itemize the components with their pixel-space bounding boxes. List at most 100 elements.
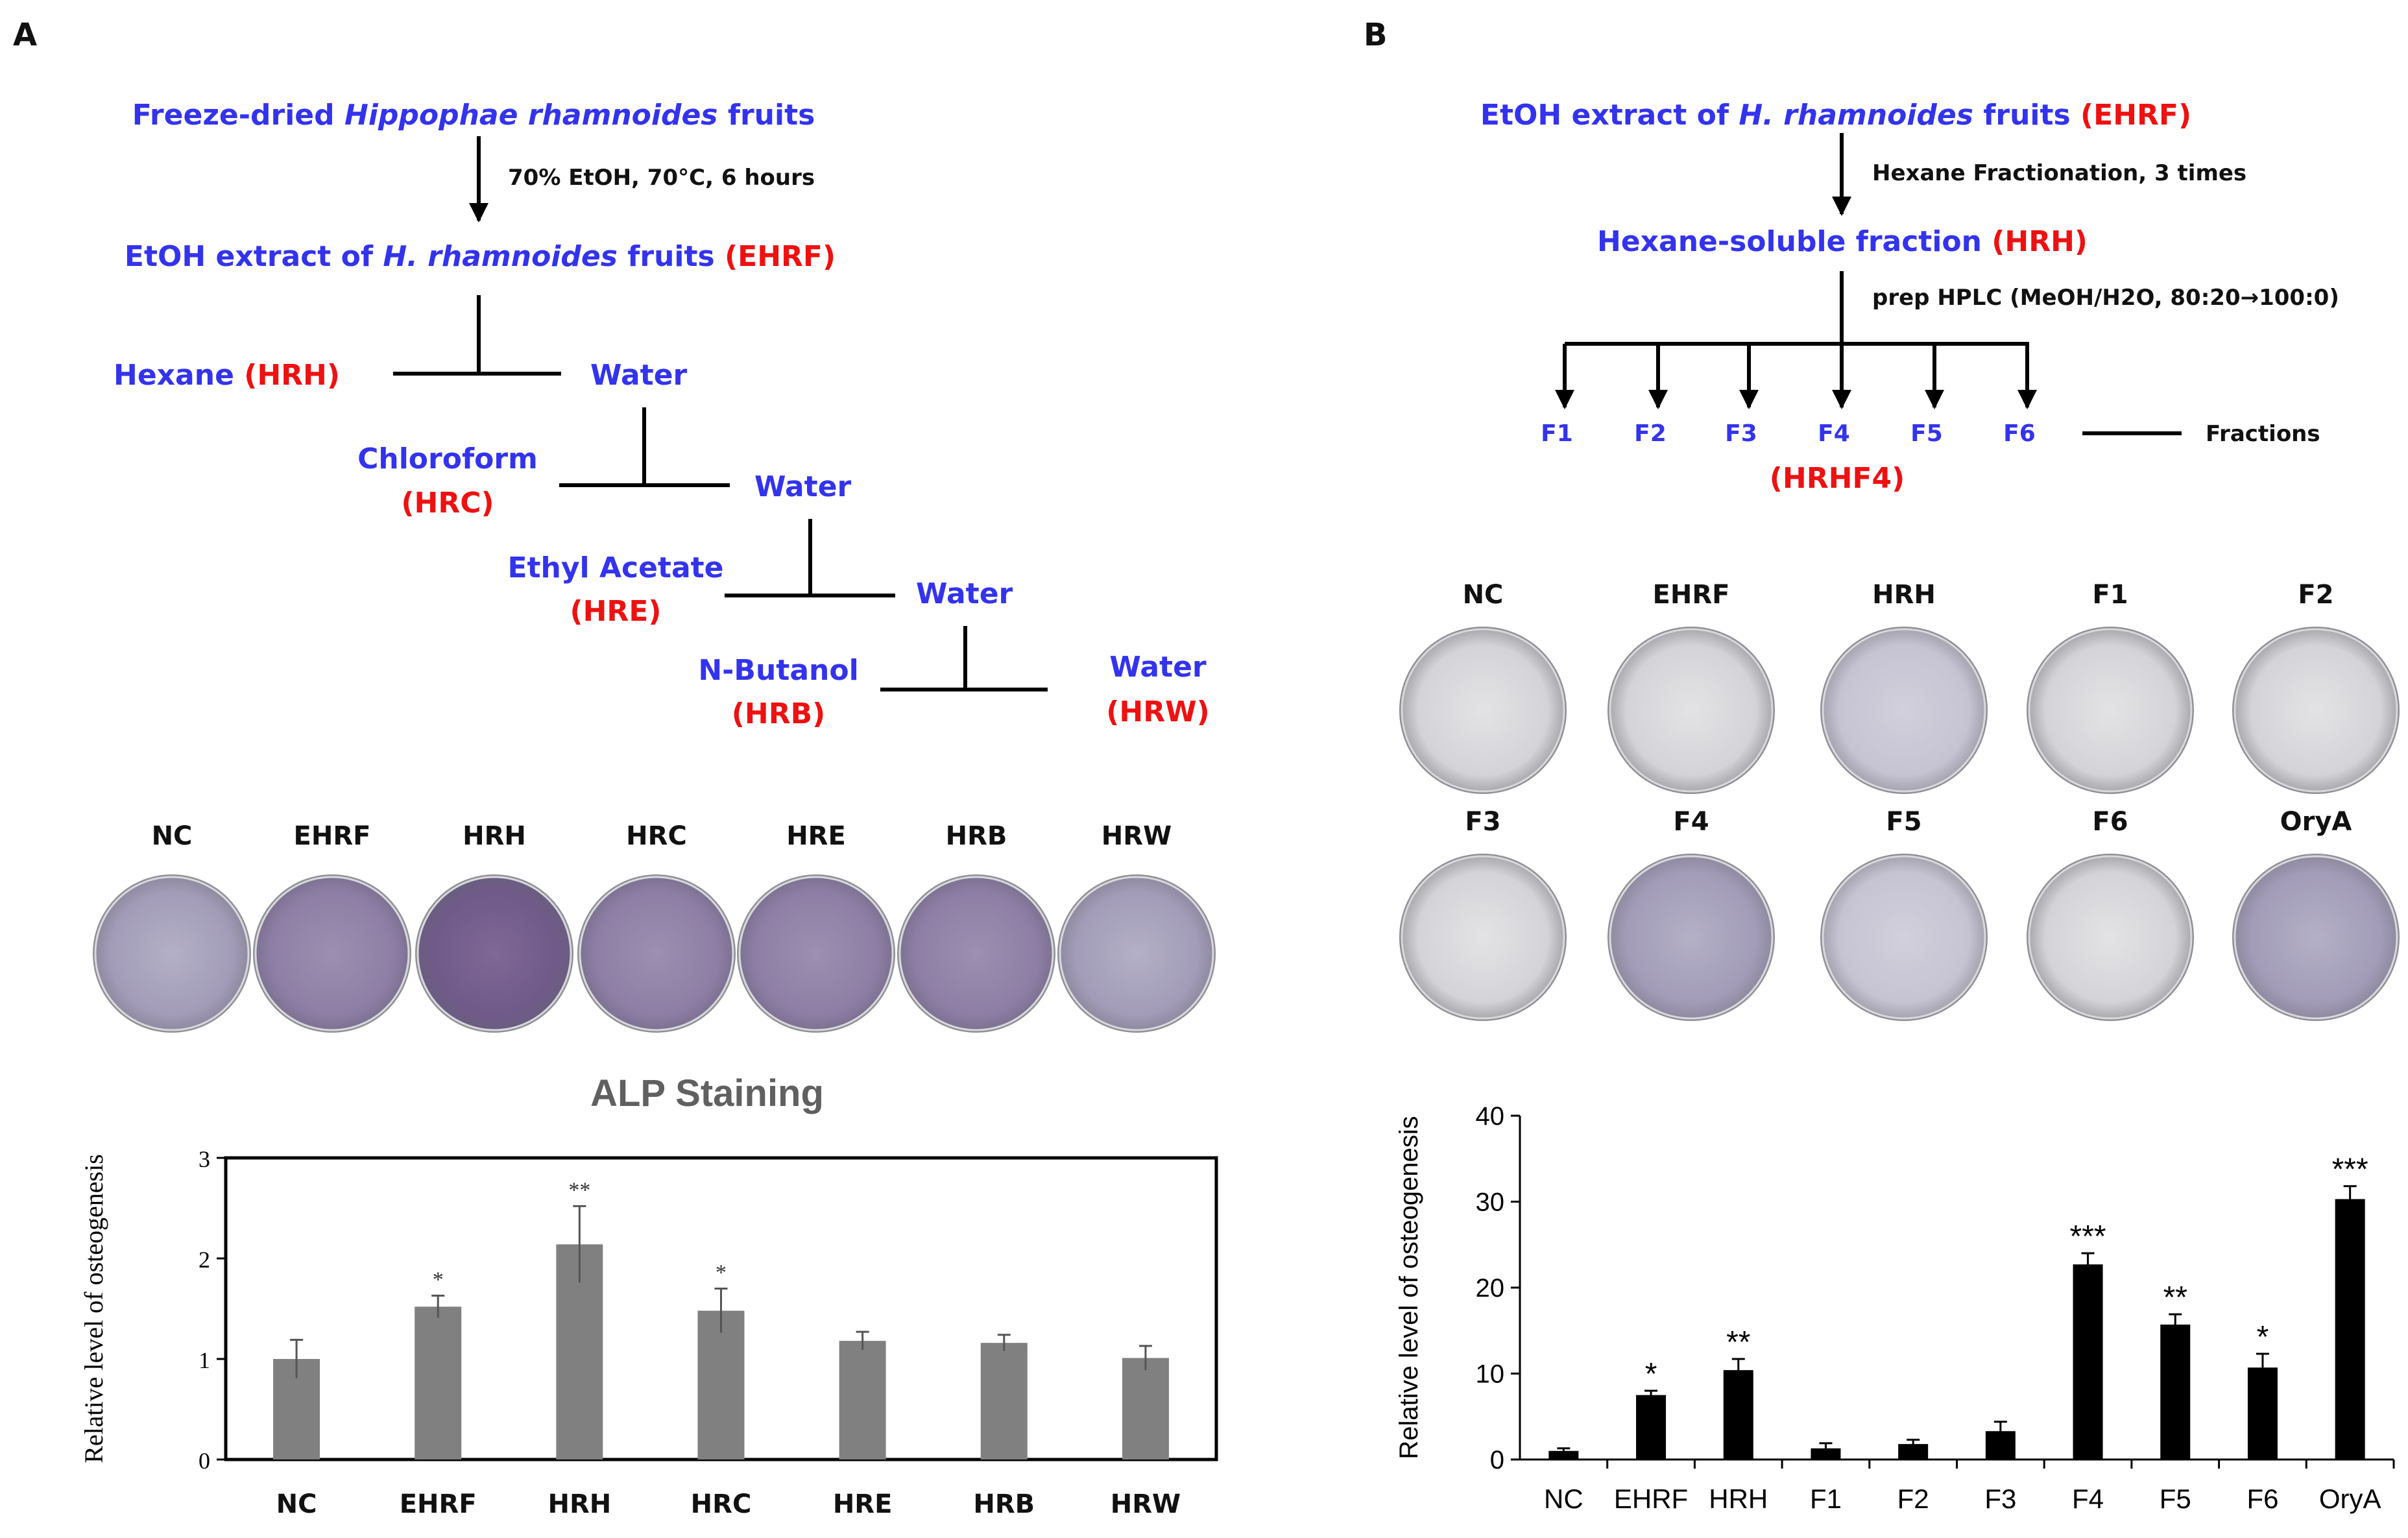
plate-a-hrw-label: HRW xyxy=(1102,821,1172,851)
chart-b-ylabel: Relative level of osteogenesis xyxy=(1395,1116,1423,1459)
chart-b-bar-f4 xyxy=(2073,1264,2103,1460)
plate-b1-nc-dish xyxy=(1401,628,1565,793)
water-label-3: Water xyxy=(916,577,1013,610)
chart-b-significance-f5: ** xyxy=(2163,1280,2187,1315)
chart-b-bar-nc xyxy=(1548,1450,1579,1460)
plate-b2-f4-dish xyxy=(1609,855,1774,1020)
plate-b1-hrh-dish xyxy=(1822,628,1986,793)
plate-b2-f5-label: F5 xyxy=(1886,807,1921,837)
plate-b2-f3-label: F3 xyxy=(1465,807,1500,837)
chart-b-ytick-label-30: 30 xyxy=(1476,1188,1505,1217)
plate-a-hrw-dish xyxy=(1059,876,1214,1031)
chart-a-ytick-label-3: 3 xyxy=(199,1146,210,1172)
chart-b-significance-f4: *** xyxy=(2070,1220,2106,1254)
plate-a-hrb-label: HRB xyxy=(946,821,1007,851)
butanol-label: N-Butanol xyxy=(698,654,858,687)
plate-a-hrh-dish xyxy=(416,876,572,1031)
plate-a-hrh-label: HRH xyxy=(463,821,526,851)
panel-a-letter: A xyxy=(13,17,37,53)
fraction-label-f6: F6 xyxy=(2003,420,2036,447)
chart-b-ytick-label-40: 40 xyxy=(1476,1102,1505,1131)
plate-a-hrc-dish xyxy=(579,876,734,1031)
chart-b-bar-ehrf xyxy=(1636,1395,1667,1460)
chloroform-abbr: (HRC) xyxy=(401,487,494,520)
panel-b-letter: B xyxy=(1364,17,1388,53)
chart-b-significance-f6: * xyxy=(2257,1320,2269,1354)
chloroform-label: Chloroform xyxy=(357,442,538,475)
chart-a: 0 1 2 3 NC * EHRF ** HRH * HRC HRE HRB HRW Relative le… xyxy=(79,1146,1218,1519)
chart-b-bar-orya xyxy=(2335,1199,2365,1460)
chart-a-ylabel: Relative level of osteogenesis xyxy=(79,1154,108,1463)
plate-b2-f5-dish xyxy=(1822,855,1986,1020)
plate-b2-orya-dish xyxy=(2233,855,2398,1020)
ethyl-acetate-abbr: (HRE) xyxy=(570,595,662,628)
plate-b1-hrh-label: HRH xyxy=(1872,580,1936,610)
fraction-label-f2: F2 xyxy=(1634,420,1667,447)
chart-a-ytick-label-2: 2 xyxy=(199,1247,210,1273)
fraction-label-f4: F4 xyxy=(1818,420,1850,447)
chart-b-category-ehrf: EHRF xyxy=(1614,1484,1688,1514)
chart-b-ytick-label-0: 0 xyxy=(1490,1446,1504,1474)
fraction-label-f3: F3 xyxy=(1725,420,1757,447)
plate-b1-f1-label: F1 xyxy=(2092,580,2128,610)
chart-a-category-hre: HRE xyxy=(833,1489,893,1519)
fraction-label-f1: F1 xyxy=(1541,420,1573,447)
water-label-1: Water xyxy=(590,359,688,392)
chart-b-bar-f1 xyxy=(1811,1448,1841,1460)
chart-b-bar-f2 xyxy=(1898,1444,1929,1460)
panel-b-plates: NC EHRF HRH F1 F2 F3 F4 F5 F6 OryA xyxy=(1399,580,2400,1021)
chart-a-ytick-label-0: 0 xyxy=(199,1448,210,1474)
chart-b-bar-hrh xyxy=(1723,1370,1753,1460)
chart-a-significance-hrc: * xyxy=(716,1261,727,1285)
chart-b-category-f1: F1 xyxy=(1810,1484,1842,1514)
chart-a-significance-hrh: ** xyxy=(568,1178,590,1202)
chart-b-significance-ehrf: * xyxy=(1645,1357,1657,1391)
plate-b1-ehrf-label: EHRF xyxy=(1653,580,1730,610)
chart-a-category-hrc: HRC xyxy=(691,1489,752,1519)
panel-a-plates: NC EHRF HRH HRC HRE HRB HRW xyxy=(93,821,1216,1033)
chart-a-category-ehrf: EHRF xyxy=(400,1489,477,1519)
plate-a-ehrf-label: EHRF xyxy=(294,821,371,851)
active-fraction-label: (HRHF4) xyxy=(1770,462,1905,495)
chart-b-significance-hrh: ** xyxy=(1726,1325,1750,1360)
chart-b-category-f6: F6 xyxy=(2246,1484,2278,1514)
hexane-label: Hexane (HRH) xyxy=(114,359,340,392)
plate-b2-orya-label: OryA xyxy=(2280,807,2352,837)
fraction-label-f5: F5 xyxy=(1910,420,1943,447)
chart-b: 0 10 20 30 40 NC * EHRF ** HRH F1 F2 F3 *** F4 ** F5 * F6 *… xyxy=(1395,1102,2395,1514)
plate-a-hre-dish xyxy=(738,876,894,1031)
plate-b2-f6-dish xyxy=(2028,855,2193,1020)
plate-b1-f2-label: F2 xyxy=(2298,580,2333,610)
plate-b1-f1-dish xyxy=(2028,628,2193,793)
chart-a-significance-ehrf: * xyxy=(433,1268,444,1292)
chart-b-significance-orya: *** xyxy=(2332,1153,2368,1187)
chart-b-category-nc: NC xyxy=(1544,1484,1583,1514)
chart-b-bar-f6 xyxy=(2247,1367,2278,1460)
chart-a-ytick-label-1: 1 xyxy=(199,1347,210,1373)
chart-b-category-hrh: HRH xyxy=(1709,1484,1768,1514)
chart-a-bar-hrb xyxy=(980,1343,1028,1460)
chart-b-bar-f5 xyxy=(2160,1324,2191,1460)
plate-b2-f6-label: F6 xyxy=(2092,807,2128,837)
chart-a-bar-hre xyxy=(839,1341,886,1460)
chart-a-bar-hrc xyxy=(697,1310,745,1460)
chart-a-category-nc: NC xyxy=(276,1489,317,1519)
chart-b-category-orya: OryA xyxy=(2319,1484,2381,1514)
water-label-2: Water xyxy=(754,470,852,503)
water-abbr: (HRW) xyxy=(1106,695,1209,728)
plate-a-hre-label: HRE xyxy=(786,821,846,851)
plate-a-nc-label: NC xyxy=(152,821,193,851)
chart-a-bar-hrw xyxy=(1122,1358,1169,1460)
chart-b-ytick-label-20: 20 xyxy=(1476,1274,1505,1303)
plate-b1-f2-dish xyxy=(2233,628,2398,793)
extraction-condition: 70% EtOH, 70°C, 6 hours xyxy=(508,165,815,191)
panel-b-source-text: EtOH extract of H. rhamnoides fruits (EH… xyxy=(1480,99,2191,132)
fractions-label: Fractions xyxy=(2206,421,2320,447)
panel-a-extract-text: EtOH extract of H. rhamnoides fruits (EH… xyxy=(125,240,836,273)
chart-a-category-hrh: HRH xyxy=(548,1489,611,1519)
chart-b-category-f5: F5 xyxy=(2160,1484,2191,1514)
chart-b-category-f4: F4 xyxy=(2072,1484,2104,1514)
chart-a-bar-ehrf xyxy=(415,1306,462,1460)
chart-a-title: ALP Staining xyxy=(590,1072,824,1114)
